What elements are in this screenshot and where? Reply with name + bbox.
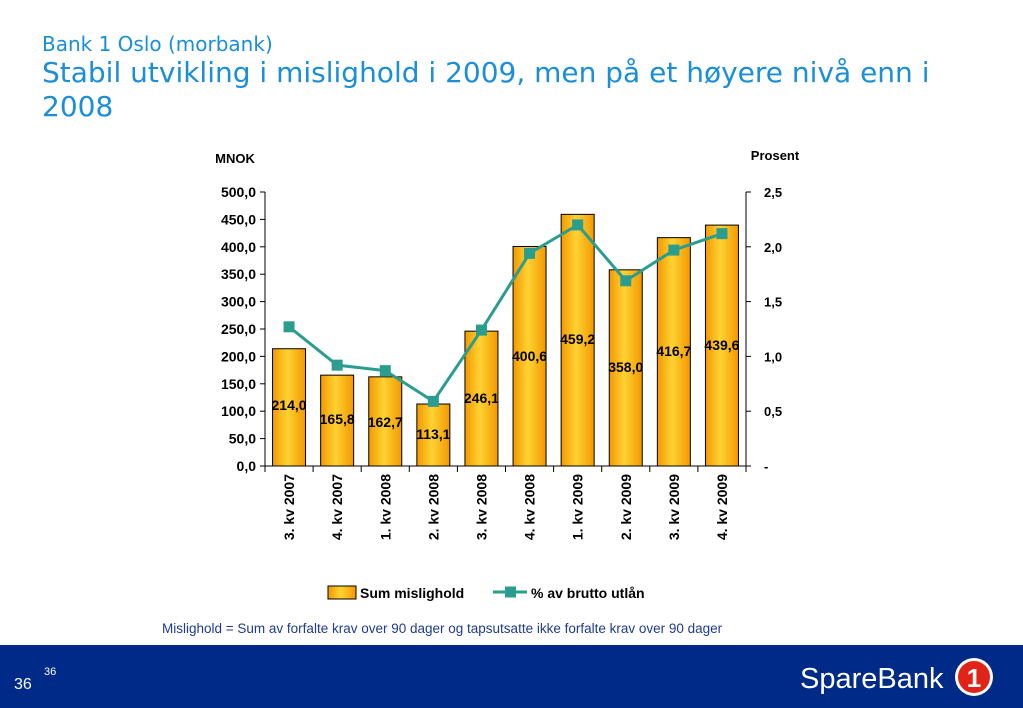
line-series	[288, 222, 723, 404]
logo-circle-inner	[958, 661, 990, 693]
slide-subtitle: Bank 1 Oslo (morbank)	[42, 32, 273, 56]
page-number: 36	[14, 676, 32, 693]
x-tick-label: 4. kv 2008	[522, 474, 538, 540]
logo-mark: 1	[967, 663, 981, 693]
bar	[464, 330, 499, 467]
x-tick-label: 4. kv 2009	[714, 474, 730, 540]
y-tick-label-left: 300,0	[221, 294, 256, 310]
bar	[272, 348, 307, 467]
line-point	[379, 365, 391, 377]
bar	[704, 224, 739, 467]
x-tick-label: 3. kv 2009	[666, 474, 682, 540]
y-tick-label-right: 1,5	[764, 295, 782, 310]
line-point	[524, 247, 536, 259]
bar-value-label: 246,1	[464, 390, 499, 406]
y-tick-label-left: 0,0	[237, 458, 257, 474]
y-tick-label-left: 50,0	[229, 431, 256, 447]
bar	[608, 269, 643, 467]
y-tick-label-left: 450,0	[221, 211, 256, 227]
y-tick-label-left: 250,0	[221, 321, 256, 337]
legend-swatch-marker	[505, 586, 516, 598]
y-tick-label-right: 0,5	[764, 404, 782, 419]
bar-value-label: 214,0	[272, 397, 307, 413]
bar	[416, 403, 451, 467]
line-point	[283, 321, 295, 333]
bar	[368, 376, 403, 467]
x-tick-label: 1. kv 2008	[377, 474, 393, 540]
bar	[320, 374, 355, 467]
bar-value-label: 439,6	[704, 337, 739, 353]
y-tick-label-left: 400,0	[221, 239, 256, 255]
x-tick-label: 2. kv 2009	[618, 474, 634, 540]
x-tick-label: 2. kv 2008	[425, 474, 441, 540]
line-point	[620, 275, 632, 287]
line-point	[427, 395, 439, 407]
y-tick-label-right: 2,5	[764, 185, 782, 200]
bar-value-label: 400,6	[512, 348, 547, 364]
y-tick-label-left: 200,0	[221, 348, 256, 364]
bar	[560, 213, 595, 467]
line-point	[572, 219, 584, 231]
page-number-superscript: 36	[44, 666, 57, 678]
sparebank-logo: SpareBank 1	[800, 658, 993, 696]
line-point	[475, 324, 487, 336]
x-tick-label: 3. kv 2007	[281, 474, 297, 540]
legend-label-bars: Sum mislighold	[360, 585, 464, 601]
line-point	[668, 244, 680, 256]
bar	[512, 245, 547, 467]
bar-value-label: 358,0	[608, 359, 643, 375]
bar-value-label: 162,7	[368, 414, 403, 430]
title-block: Bank 1 Oslo (morbank) Stabil utvikling i…	[42, 32, 982, 124]
footnote: Mislighold = Sum av forfalte krav over 9…	[162, 621, 723, 636]
legend-label-line: % av brutto utlån	[531, 585, 645, 601]
mislighold-chart: 0,0 50,0 100,0 150,0 200,0 250,0 300,0 350,0 400…	[215, 148, 800, 601]
x-tick-label: 3. kv 2008	[473, 474, 489, 540]
y-tick-label-right: 2,0	[764, 240, 782, 255]
y-axis-title-right: Prosent	[751, 148, 800, 163]
y-tick-label-left: 500,0	[221, 184, 256, 200]
bar-value-label: 113,1	[416, 426, 450, 442]
footer-bar: 36 36 SpareBank 1	[0, 645, 1023, 708]
bar	[656, 237, 691, 467]
logo-text: SpareBank	[800, 663, 944, 695]
y-axis-title-left: MNOK	[215, 151, 255, 166]
bar-value-label: 416,7	[656, 343, 691, 359]
legend-swatch-bars	[327, 585, 357, 600]
y-tick-label-right: 1,0	[764, 349, 782, 364]
x-tick-label: 4. kv 2007	[329, 474, 345, 540]
bar-value-label: 459,2	[560, 331, 595, 347]
x-tick-label: 1. kv 2009	[570, 474, 586, 540]
y-tick-label-left: 150,0	[221, 376, 256, 392]
y-tick-label-left: 350,0	[221, 266, 256, 282]
y-tick-label-right: -	[764, 459, 768, 474]
line-point	[716, 228, 728, 240]
bar-value-label: 165,8	[320, 411, 355, 427]
slide-title: Stabil utvikling i mislighold i 2009, me…	[42, 56, 930, 123]
y-tick-label-left: 100,0	[221, 403, 256, 419]
line-point	[331, 359, 343, 371]
